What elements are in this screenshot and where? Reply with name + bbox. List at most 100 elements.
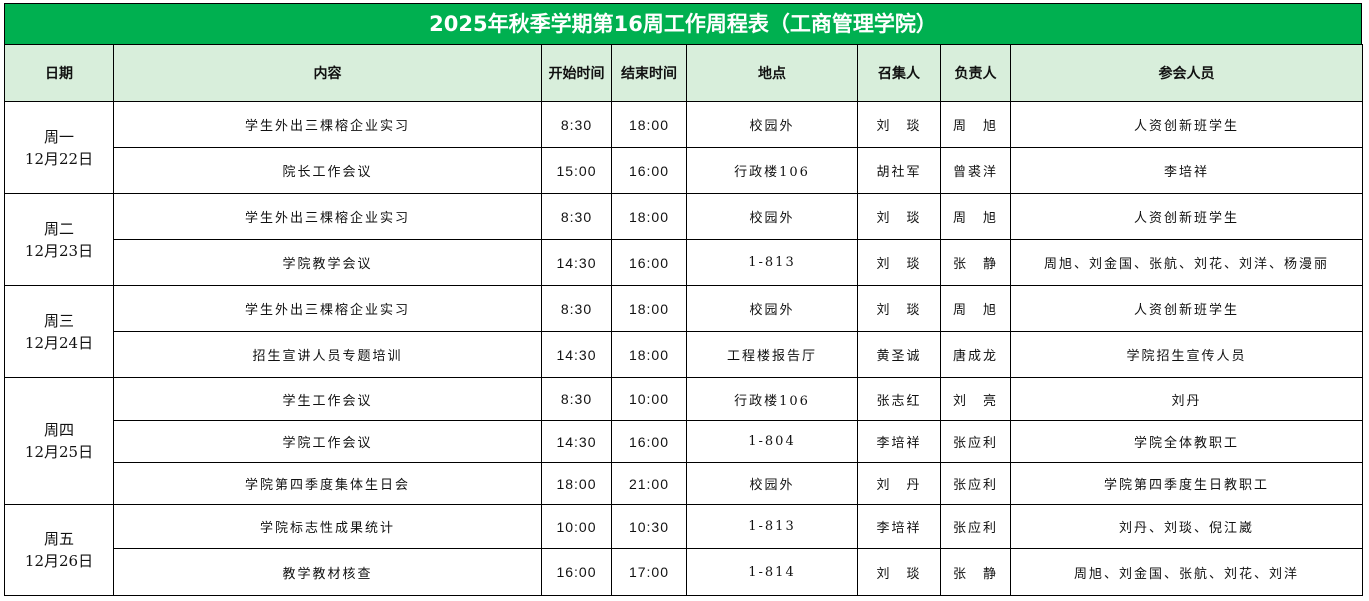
table-row: 招生宣讲人员专题培训 14:30 18:00 工程楼报告厅 黄圣诚 唐成龙 学院招生宣传人员 [5, 331, 1363, 378]
attendees-cell: 人资创新班学生 [1010, 285, 1363, 332]
location-cell: 行政楼106 [686, 377, 858, 421]
owner-cell: 周 旭 [940, 285, 1011, 332]
end-time-cell: 10:00 [611, 377, 687, 421]
content-cell: 学院工作会议 [113, 420, 542, 463]
table-row: 周二 12月23日 学生外出三棵榕企业实习 8:30 18:00 校园外刘 琰周 旭人资创… [4, 193, 1363, 286]
owner-cell: 张 静 [940, 548, 1011, 596]
start-time-cell: 15:00 [541, 147, 612, 194]
attendees-cell: 李培祥 [1010, 147, 1363, 194]
attendees-cell: 刘丹、刘琰、倪江崴 [1010, 504, 1363, 549]
start-time-cell: 8:30 [541, 101, 612, 148]
owner-cell: 曾裘洋 [940, 147, 1011, 194]
owner-cell: 刘 亮 [940, 377, 1011, 421]
content-cell: 招生宣讲人员专题培训 [113, 331, 542, 378]
end-time-cell: 16:00 [611, 147, 687, 194]
table-row: 院长工作会议 15:00 16:00 行政楼106 胡社军 曾裘洋 李培祥 [5, 147, 1363, 194]
header-date: 日期 [4, 44, 114, 102]
convener-cell: 李培祥 [857, 420, 941, 463]
content-cell: 学院标志性成果统计 [113, 504, 542, 549]
convener-cell: 胡社军 [857, 147, 941, 194]
date-cell: 周一 12月22日 [4, 101, 114, 194]
end-time-cell: 18:00 [611, 193, 687, 240]
convener-cell: 刘 琰 [857, 101, 941, 148]
table-row: 周四 12月25日 学生工作会议 8:30 10:00 行政楼106 张志红刘 亮刘丹 [4, 377, 1363, 505]
owner-cell: 张 静 [940, 239, 1011, 286]
owner-cell: 周 旭 [940, 101, 1011, 148]
header-row: 日期 内容 开始时间 结束时间 地点 召集人 负责人 参会人员 [4, 44, 1363, 102]
weekday: 周二 [43, 219, 74, 238]
convener-cell: 张志红 [857, 377, 941, 421]
convener-cell: 黄圣诚 [857, 331, 941, 378]
table-row: 教学教材核查 16:00 17:00 1-814 刘 琰张 静周旭、刘金国、张航、刘花、… [5, 548, 1363, 596]
end-time-cell: 16:00 [611, 420, 687, 463]
location-cell: 校园外 [686, 462, 858, 505]
start-time-cell: 8:30 [541, 193, 612, 240]
attendees-cell: 学院第四季度生日教职工 [1010, 462, 1363, 505]
content-cell: 院长工作会议 [113, 147, 542, 194]
content-cell: 学院第四季度集体生日会 [113, 462, 542, 505]
date-cell: 周三 12月24日 [4, 285, 114, 378]
end-time-cell: 18:00 [611, 285, 687, 332]
table-row: 周一 12月22日 学生外出三棵榕企业实习 8:30 18:00 校园外刘 琰周 旭人资创… [4, 101, 1363, 194]
sheet-title: 2025年秋季学期第16周工作周程表（工商管理学院） [4, 3, 1362, 44]
location-cell: 校园外 [686, 101, 858, 148]
weekday: 周五 [43, 530, 74, 548]
schedule-sheet: 2025年秋季学期第16周工作周程表（工商管理学院） 日期 内容 开始时间 结束时间地… [4, 3, 1363, 596]
content-cell: 教学教材核查 [113, 548, 542, 596]
date: 12月22日 [24, 149, 94, 168]
end-time-cell: 16:00 [611, 239, 687, 286]
location-cell: 1-814 [686, 548, 858, 596]
content-cell: 学院教学会议 [113, 239, 542, 286]
convener-cell: 刘 琰 [857, 285, 941, 332]
content-cell: 学生外出三棵榕企业实习 [113, 285, 542, 332]
header-convener: 召集人 [857, 44, 941, 102]
content-cell: 学生工作会议 [113, 377, 542, 421]
weekday: 周四 [43, 421, 74, 439]
owner-cell: 唐成龙 [940, 331, 1011, 378]
date-cell: 周五 12月26日 [4, 504, 114, 596]
convener-cell: 李培祥 [857, 504, 941, 549]
end-time-cell: 18:00 [611, 331, 687, 378]
location-cell: 工程楼报告厅 [686, 331, 858, 378]
start-time-cell: 16:00 [541, 548, 612, 596]
date: 12月26日 [24, 552, 94, 570]
owner-cell: 张应利 [940, 462, 1011, 505]
date: 12月25日 [24, 443, 94, 461]
location-cell: 校园外 [686, 193, 858, 240]
table-row: 学院教学会议 14:30 16:00 1-813 刘 琰张 静周旭、刘金国、张航、刘花、… [5, 239, 1363, 286]
table-row: 周五 12月26日 学院标志性成果统计 10:00 10:30 1-813 李培祥 张应利 刘丹… [4, 504, 1363, 596]
location-cell: 1-813 [686, 239, 858, 286]
weekday: 周三 [43, 311, 74, 330]
header-location: 地点 [686, 44, 858, 102]
date: 12月24日 [24, 333, 94, 352]
convener-cell: 刘 琰 [857, 193, 941, 240]
start-time-cell: 14:30 [541, 239, 612, 286]
convener-cell: 刘 琰 [857, 548, 941, 596]
header-start-time: 开始时间 [541, 44, 612, 102]
date-cell: 周二 12月23日 [4, 193, 114, 286]
location-cell: 1-813 [686, 504, 858, 549]
start-time-cell: 14:30 [541, 331, 612, 378]
weekday: 周一 [43, 127, 74, 146]
schedule-table: 日期 内容 开始时间 结束时间 地点 召集人 负责人 参会人员 周一 12月22日学生外出三棵榕… [4, 44, 1363, 596]
location-cell: 校园外 [686, 285, 858, 332]
content-cell: 学生外出三棵榕企业实习 [113, 193, 542, 240]
attendees-cell: 人资创新班学生 [1010, 101, 1363, 148]
table-row: 学院第四季度集体生日会 18:00 21:00 校园外刘 丹张应利 学院第四季度生日教职… [5, 462, 1363, 505]
header-attendees: 参会人员 [1010, 44, 1363, 102]
start-time-cell: 14:30 [541, 420, 612, 463]
owner-cell: 张应利 [940, 504, 1011, 549]
location-cell: 1-804 [686, 420, 858, 463]
header-content: 内容 [113, 44, 542, 102]
owner-cell: 张应利 [940, 420, 1011, 463]
date-cell: 周四 12月25日 [4, 377, 114, 505]
header-end-time: 结束时间 [611, 44, 687, 102]
convener-cell: 刘 丹 [857, 462, 941, 505]
attendees-cell: 学院全体教职工 [1010, 420, 1363, 463]
owner-cell: 周 旭 [940, 193, 1011, 240]
end-time-cell: 21:00 [611, 462, 687, 505]
convener-cell: 刘 琰 [857, 239, 941, 286]
date: 12月23日 [24, 241, 94, 260]
start-time-cell: 10:00 [541, 504, 612, 549]
attendees-cell: 刘丹 [1010, 377, 1363, 421]
